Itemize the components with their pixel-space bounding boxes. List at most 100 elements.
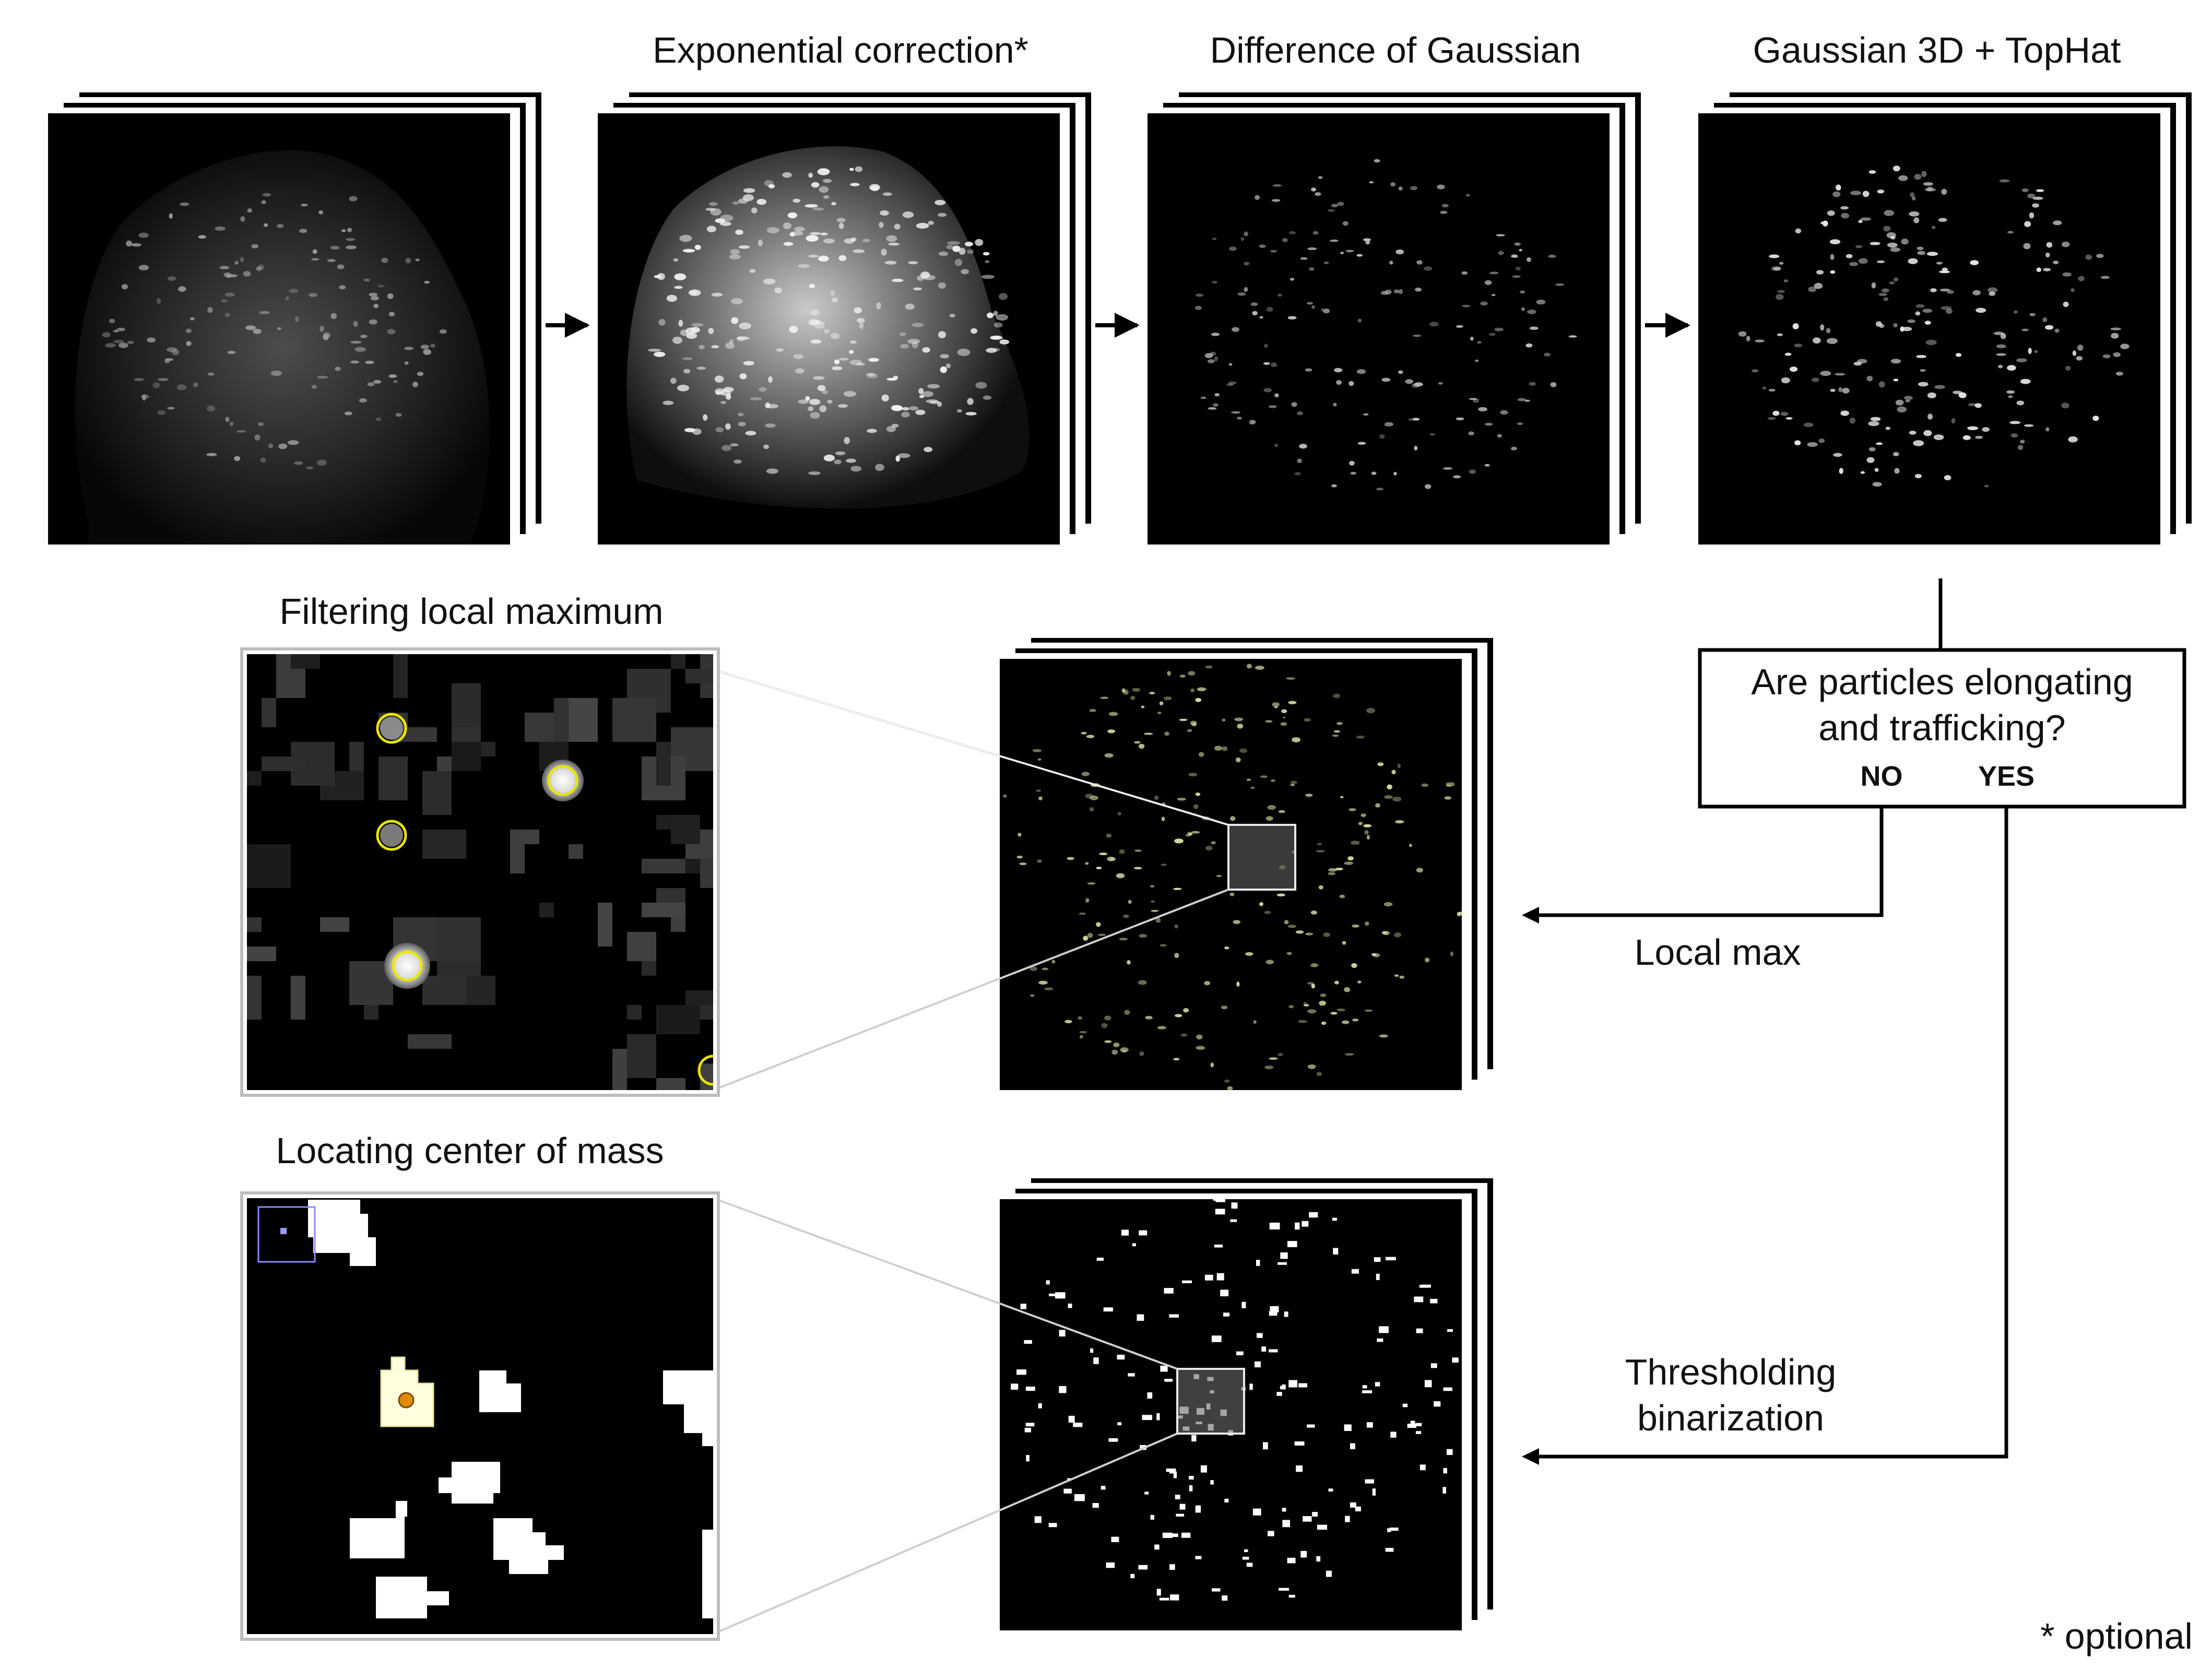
particle xyxy=(714,375,724,383)
particle xyxy=(939,251,949,256)
particle xyxy=(1808,287,1817,292)
particle xyxy=(1328,868,1338,872)
binary-particle xyxy=(1210,1480,1214,1485)
particle xyxy=(884,261,897,265)
particle xyxy=(2007,365,2016,371)
binary-particle xyxy=(1402,1403,1408,1407)
noise-pixel xyxy=(569,844,583,859)
particle xyxy=(1393,471,1397,476)
particle xyxy=(1322,309,1330,314)
particle xyxy=(1157,712,1162,715)
particle xyxy=(350,340,362,344)
particle xyxy=(359,398,368,403)
particle xyxy=(808,471,821,475)
particle xyxy=(2000,333,2006,339)
particle xyxy=(1529,326,1539,330)
particle xyxy=(109,318,115,324)
particle xyxy=(1151,909,1159,912)
particle xyxy=(1305,932,1314,936)
zoom-region-box xyxy=(1227,824,1296,891)
binary-particle xyxy=(1294,1441,1305,1446)
particle xyxy=(738,412,744,417)
particle xyxy=(1363,824,1372,827)
particle xyxy=(1191,723,1197,727)
particle xyxy=(169,213,173,219)
particle xyxy=(346,238,356,241)
particle xyxy=(1330,239,1339,242)
particle xyxy=(102,332,111,338)
particle xyxy=(938,282,946,289)
particle xyxy=(134,377,144,382)
binary-particle xyxy=(1038,1403,1042,1409)
particle xyxy=(1090,795,1098,800)
binary-particle xyxy=(1025,1423,1035,1427)
particle xyxy=(768,184,775,188)
particle xyxy=(299,229,307,233)
particle xyxy=(735,229,743,235)
binary-particle xyxy=(1303,1516,1312,1522)
particle xyxy=(729,339,734,344)
particle xyxy=(1874,468,1879,472)
particle xyxy=(1527,257,1531,262)
particle xyxy=(2045,427,2050,432)
noise-pixel xyxy=(247,976,262,1020)
particle xyxy=(1344,861,1354,865)
particle xyxy=(1366,835,1370,840)
particle xyxy=(1870,242,1880,245)
particle xyxy=(711,292,723,297)
particle xyxy=(1187,729,1192,732)
particle xyxy=(975,382,987,389)
binary-particle xyxy=(1414,1296,1424,1303)
particle xyxy=(1305,794,1313,797)
binary-particle xyxy=(1063,1488,1072,1494)
binary-particle xyxy=(1059,1330,1066,1336)
particle xyxy=(2006,390,2015,394)
particle xyxy=(1795,228,1801,234)
particle xyxy=(699,345,705,350)
particle xyxy=(1352,924,1359,928)
particle xyxy=(1292,737,1301,742)
particle xyxy=(1394,974,1399,977)
particle xyxy=(928,221,934,225)
particle xyxy=(264,223,268,227)
binary-particle xyxy=(1269,1222,1280,1229)
particle xyxy=(900,344,909,349)
binary-particle xyxy=(1212,1588,1221,1592)
binary-particle xyxy=(1328,1488,1333,1492)
particle xyxy=(1316,850,1325,853)
particle xyxy=(749,269,756,273)
particle xyxy=(1123,914,1129,918)
particle xyxy=(1519,249,1522,252)
binary-particle xyxy=(1379,1326,1389,1333)
particle xyxy=(1982,427,1990,432)
particle xyxy=(731,317,739,324)
noise-pixel xyxy=(408,1034,452,1049)
particle xyxy=(254,434,261,441)
particle xyxy=(1512,275,1521,278)
particle xyxy=(1885,427,1890,430)
particle xyxy=(720,401,727,404)
raw-image-stack xyxy=(48,92,541,545)
noise-pixel xyxy=(422,830,466,859)
particle xyxy=(1497,434,1503,438)
particle xyxy=(1245,952,1253,956)
particle xyxy=(1356,254,1363,257)
particle xyxy=(783,222,791,230)
particle xyxy=(1958,392,1967,398)
particle xyxy=(1051,960,1056,964)
noise-pixel xyxy=(452,742,481,771)
binary-particle xyxy=(1195,1556,1202,1559)
particle xyxy=(306,466,314,469)
particle xyxy=(1128,900,1132,904)
particle xyxy=(1491,294,1496,297)
binary-particle xyxy=(1195,1505,1201,1513)
particle xyxy=(1803,422,1814,427)
particle xyxy=(776,348,784,352)
particle xyxy=(415,258,420,262)
particle xyxy=(1477,341,1482,344)
particle xyxy=(774,287,782,293)
noise-pixel xyxy=(247,917,262,932)
particle xyxy=(745,431,756,436)
particle xyxy=(834,359,840,364)
particle xyxy=(1317,843,1322,846)
